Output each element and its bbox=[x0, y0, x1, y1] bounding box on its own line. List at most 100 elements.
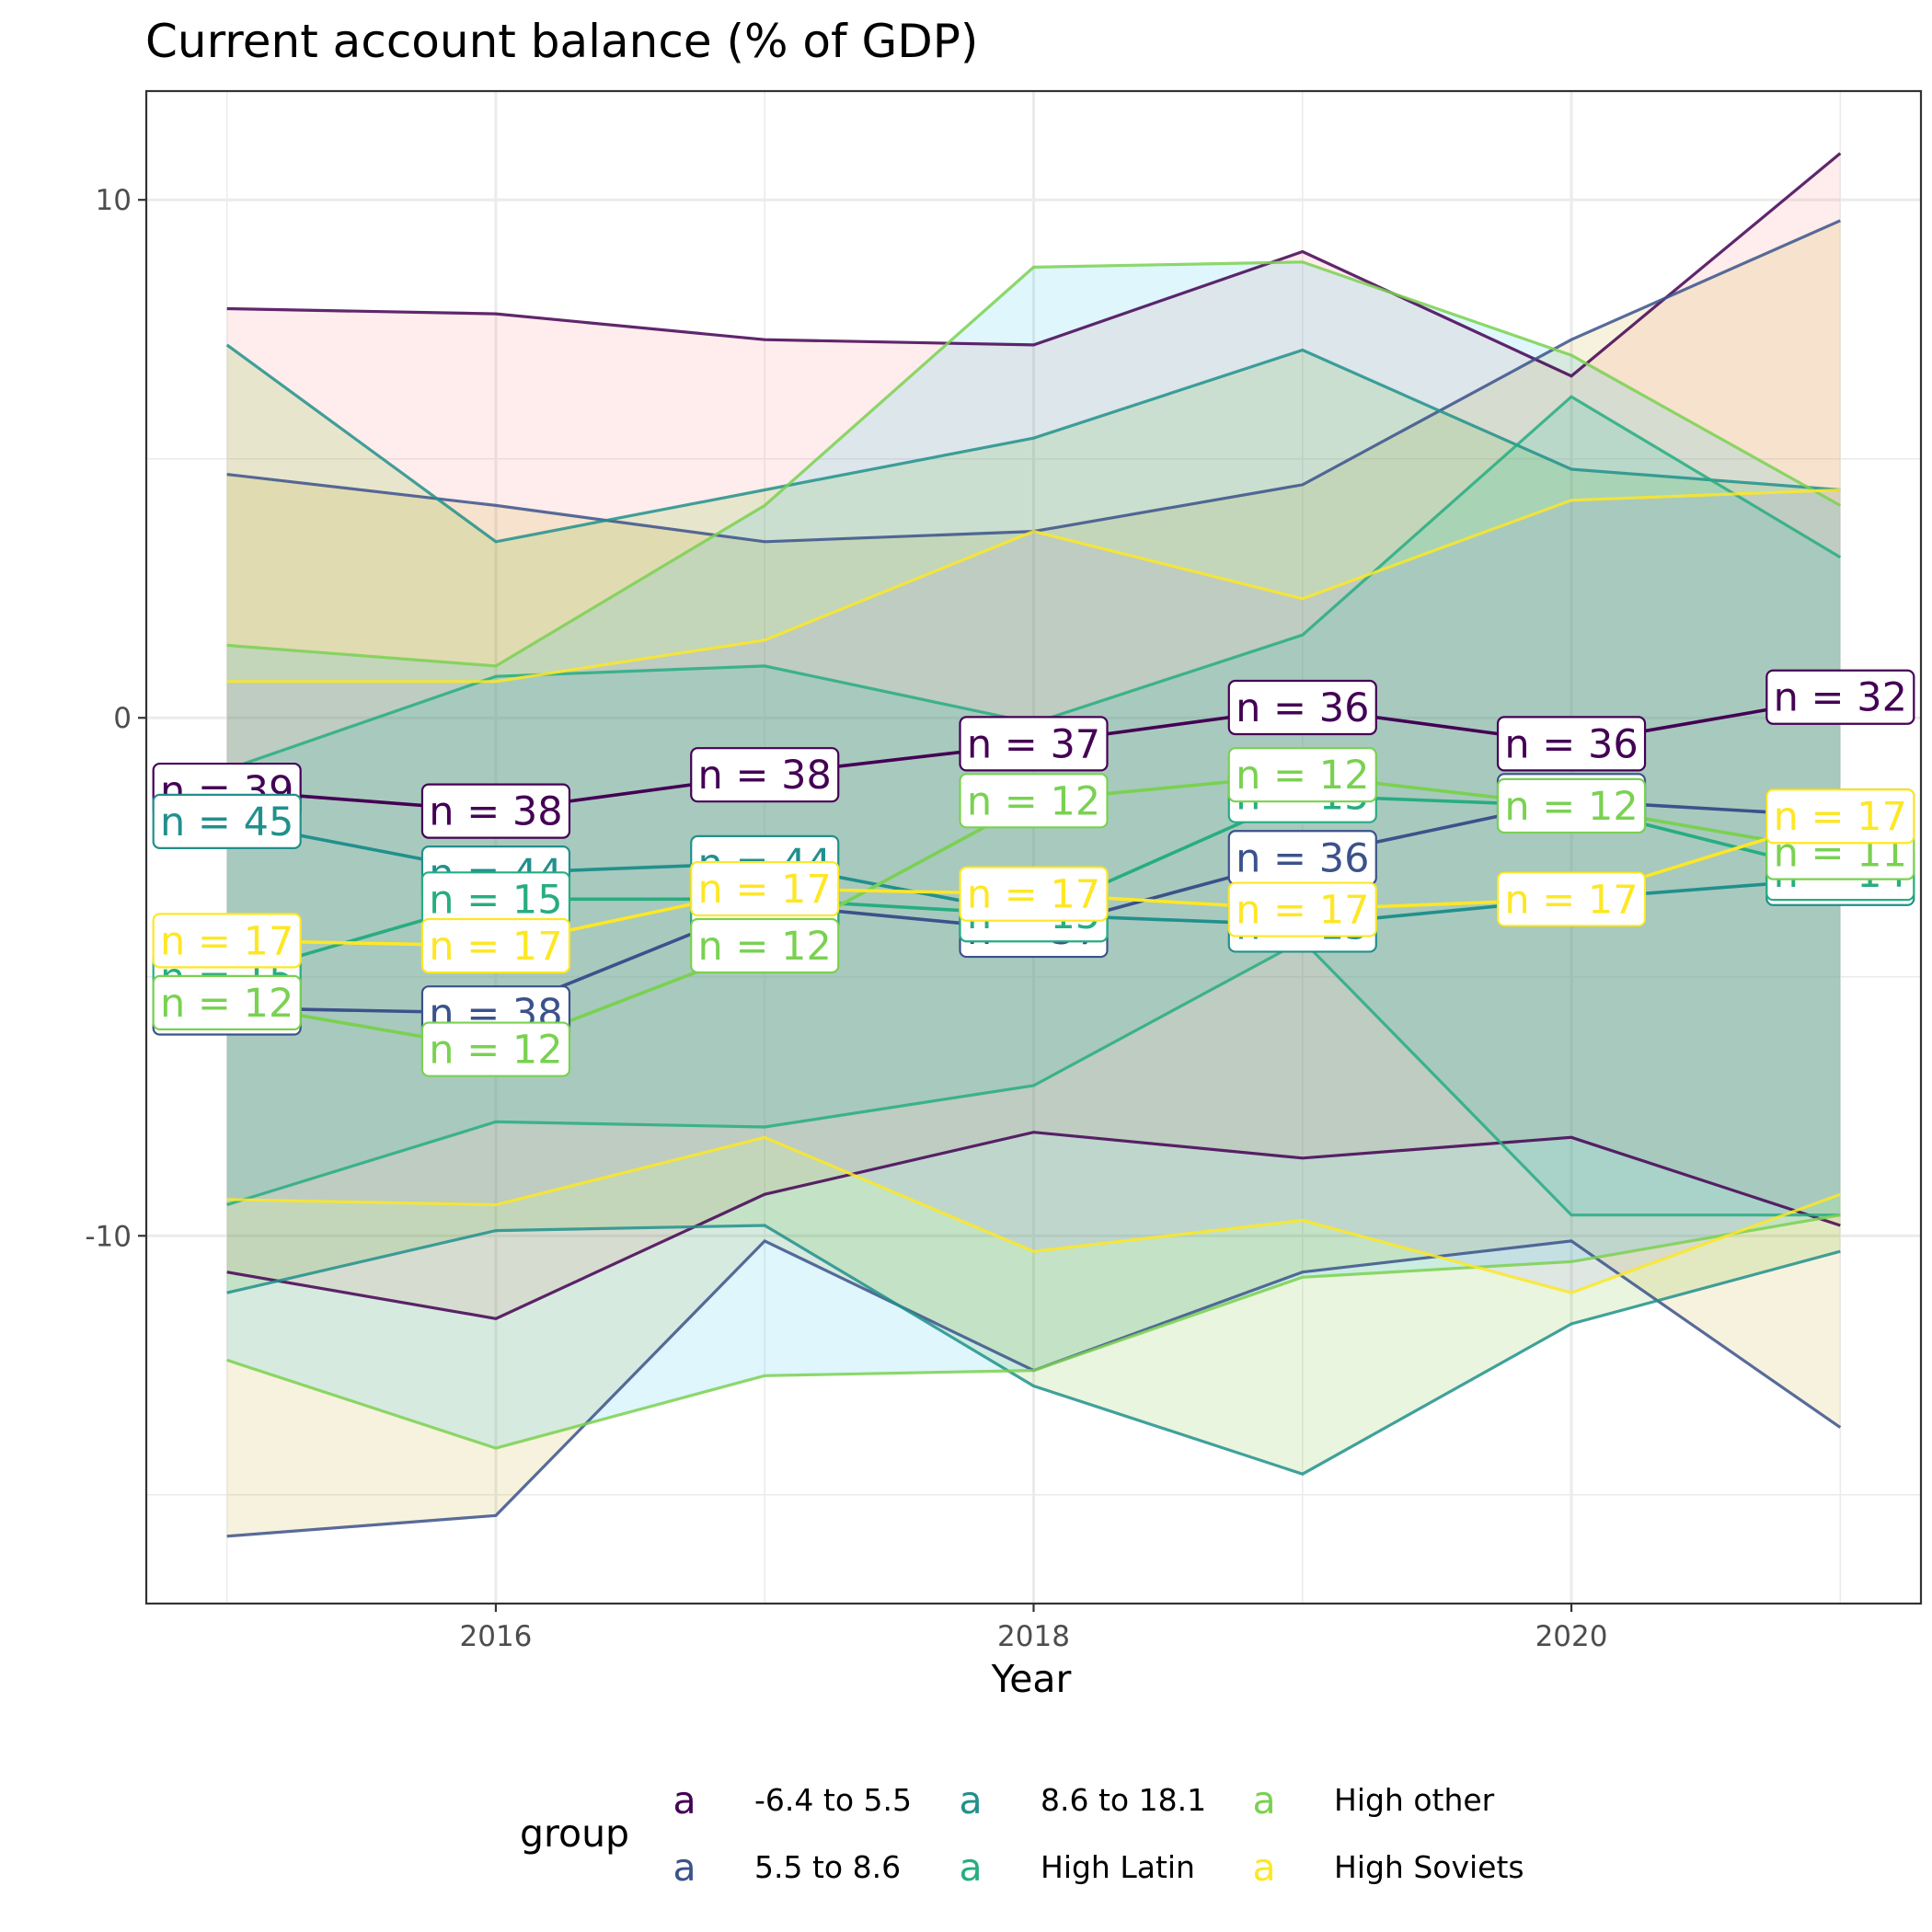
n-label-text: n = 37 bbox=[967, 721, 1100, 767]
upper-line--6.4 to 5.5 bbox=[226, 152, 1842, 378]
n-label-box bbox=[1765, 788, 1915, 845]
n-label: n = 36 bbox=[1496, 716, 1647, 772]
n-label-box bbox=[1227, 881, 1377, 937]
n-label-box bbox=[152, 793, 302, 849]
n-label-box bbox=[420, 917, 571, 974]
n-label-text: n = 12 bbox=[698, 924, 832, 970]
n-label: n = 12 bbox=[1496, 777, 1647, 834]
n-label-box bbox=[420, 1021, 571, 1077]
lower-line--6.4 to 5.5 bbox=[226, 1131, 1841, 1320]
legend-entry-label: High Soviets bbox=[1334, 1849, 1524, 1885]
lower-line-High Soviets bbox=[226, 1135, 1841, 1294]
n-label-box bbox=[152, 913, 302, 969]
n-label-text: n = 38 bbox=[698, 753, 832, 799]
legend-key-glyph: a bbox=[959, 1778, 982, 1823]
n-label: n = 45 bbox=[152, 793, 302, 849]
upper-line-8.6 to 18.1 bbox=[225, 343, 1841, 544]
legend-title: group bbox=[520, 1811, 629, 1856]
axis-layer: 2016 2018 2020 10 0 -10 bbox=[85, 89, 1923, 1653]
n-label: n = 36 bbox=[1227, 679, 1377, 736]
n-label-box bbox=[1496, 871, 1647, 927]
n-label-text: n = 15 bbox=[429, 877, 562, 923]
n-label-text: n = 38 bbox=[429, 789, 562, 835]
n-label: n = 38 bbox=[420, 783, 571, 839]
n-label: n = 36 bbox=[1227, 830, 1377, 886]
n-label: n = 15 bbox=[420, 871, 571, 927]
n-label-box bbox=[959, 716, 1109, 772]
n-label-box bbox=[959, 773, 1109, 829]
legend-entry-label: -6.4 to 5.5 bbox=[754, 1782, 912, 1818]
lower-line-8.6 to 18.1 bbox=[226, 1224, 1841, 1476]
n-label: n = 12 bbox=[420, 1021, 571, 1077]
legend: group a -6.4 to 5.5 a 5.5 to 8.6 a 8.6 to 18.… bbox=[520, 1778, 1524, 1890]
n-label-text: n = 17 bbox=[698, 867, 832, 913]
n-label-text: n = 17 bbox=[1504, 877, 1638, 923]
n-label-box bbox=[420, 783, 571, 839]
n-label-text: n = 12 bbox=[967, 778, 1100, 824]
n-label: n = 12 bbox=[690, 917, 840, 974]
x-axis-title: Year bbox=[991, 1657, 1072, 1701]
legend-entry-label: 8.6 to 18.1 bbox=[1041, 1782, 1206, 1818]
n-label-text: n = 12 bbox=[1236, 753, 1369, 799]
n-label-text: n = 36 bbox=[1236, 835, 1369, 881]
n-label-box bbox=[152, 974, 302, 1031]
x-tick-label: 2016 bbox=[460, 1620, 533, 1653]
n-label-text: n = 17 bbox=[1236, 888, 1369, 934]
n-label-text: n = 36 bbox=[1236, 685, 1369, 731]
lower-line-High Latin bbox=[226, 938, 1841, 1217]
ribbon-layer bbox=[226, 153, 1841, 1536]
n-label-text: n = 17 bbox=[1774, 794, 1907, 840]
n-label-text: n = 12 bbox=[160, 981, 293, 1027]
n-label: n = 37 bbox=[959, 716, 1109, 772]
n-label-text: n = 12 bbox=[429, 1028, 562, 1074]
y-tick-label: 10 bbox=[96, 184, 132, 217]
n-label-text: n = 17 bbox=[429, 924, 562, 970]
n-label: n = 17 bbox=[1765, 788, 1915, 845]
x-tick-label: 2020 bbox=[1535, 1620, 1608, 1653]
n-label-text: n = 45 bbox=[160, 799, 293, 845]
n-label-text: n = 17 bbox=[160, 918, 293, 964]
upper-line-High other bbox=[226, 260, 1842, 668]
n-label: n = 12 bbox=[1227, 747, 1377, 803]
legend-key-glyph: a bbox=[1252, 1846, 1275, 1890]
n-label-box bbox=[690, 747, 840, 803]
y-tick-label: 0 bbox=[113, 702, 132, 735]
legend-entry-label: High Latin bbox=[1041, 1849, 1195, 1885]
n-label-box bbox=[1227, 679, 1377, 736]
n-label-box bbox=[959, 866, 1109, 922]
legend-entry-label: 5.5 to 8.6 bbox=[754, 1849, 901, 1885]
n-label-box bbox=[690, 917, 840, 974]
legend-key-glyph: a bbox=[673, 1846, 696, 1890]
n-label-box bbox=[1765, 669, 1915, 725]
n-label: n = 12 bbox=[959, 773, 1109, 829]
n-label: n = 17 bbox=[420, 917, 571, 974]
y-tick-label: -10 bbox=[85, 1220, 132, 1253]
legend-key-glyph: a bbox=[673, 1778, 696, 1823]
n-label-text: n = 17 bbox=[967, 872, 1100, 918]
upper-line-High Soviets bbox=[226, 488, 1841, 684]
n-label: n = 17 bbox=[690, 860, 840, 917]
n-label-text: n = 36 bbox=[1504, 721, 1638, 767]
n-label-box bbox=[690, 860, 840, 917]
n-label: n = 17 bbox=[1496, 871, 1647, 927]
legend-key-glyph: a bbox=[959, 1846, 982, 1890]
x-tick-label: 2018 bbox=[997, 1620, 1070, 1653]
n-label-text: n = 12 bbox=[1504, 784, 1638, 830]
n-label: n = 32 bbox=[1765, 669, 1915, 725]
n-label-box bbox=[1496, 777, 1647, 834]
ribbon-High other bbox=[226, 261, 1841, 1449]
n-label: n = 17 bbox=[1227, 881, 1377, 937]
n-label: n = 17 bbox=[152, 913, 302, 969]
n-label-text: n = 32 bbox=[1774, 675, 1907, 721]
n-label: n = 17 bbox=[959, 866, 1109, 922]
n-label-box bbox=[1227, 747, 1377, 803]
chart-title: Current account balance (% of GDP) bbox=[145, 15, 978, 68]
n-label-layer: n = 39 n = 38n = 38n = 37n = 36n = 36n = … bbox=[152, 669, 1915, 1077]
n-label: n = 38 bbox=[690, 747, 840, 803]
legend-entry-label: High other bbox=[1334, 1782, 1495, 1818]
n-label: n = 12 bbox=[152, 974, 302, 1031]
legend-key-glyph: a bbox=[1252, 1778, 1275, 1823]
lower-line-High other bbox=[226, 1213, 1841, 1450]
